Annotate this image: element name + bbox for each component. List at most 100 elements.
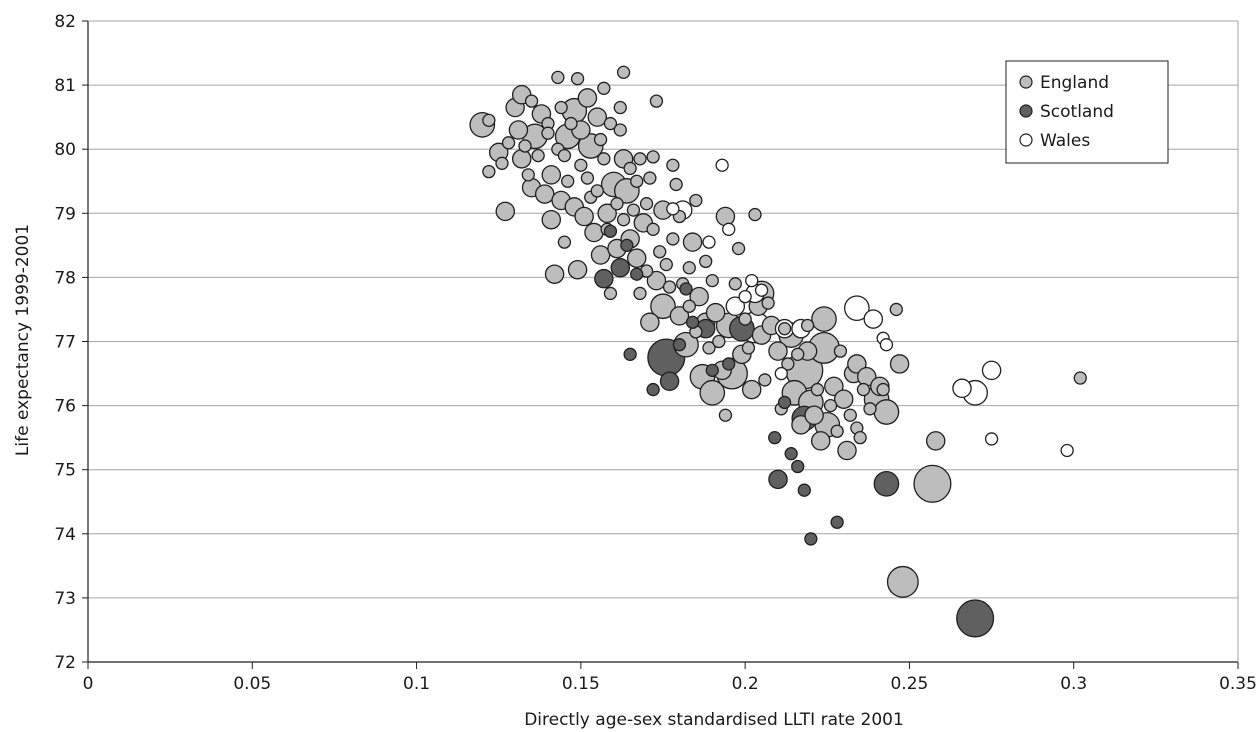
point-england: [626, 203, 641, 217]
point-england: [531, 148, 545, 163]
x-axis-title: Directly age-sex standardised LLTI rate …: [524, 710, 904, 730]
point-england: [666, 158, 680, 172]
point-scotland: [791, 459, 805, 474]
point-scotland: [603, 224, 618, 238]
point-england: [574, 158, 588, 172]
point-england: [699, 254, 713, 269]
x-tick-label: 0.1: [403, 674, 430, 694]
point-england: [705, 273, 719, 288]
point-scotland: [777, 395, 792, 410]
point-scotland: [620, 238, 634, 253]
point-england: [811, 306, 837, 332]
point-england: [564, 116, 578, 131]
point-england: [833, 389, 854, 409]
point-england: [610, 197, 624, 211]
point-england: [748, 207, 762, 222]
point-wales: [745, 273, 759, 288]
point-scotland: [610, 258, 631, 278]
point-england: [518, 139, 532, 153]
point-england: [521, 168, 535, 182]
point-wales: [754, 283, 769, 297]
point-england: [646, 270, 667, 291]
point-england: [577, 88, 598, 108]
point-england: [666, 232, 680, 246]
point-england: [768, 341, 788, 361]
point-england: [731, 241, 746, 256]
point-england: [482, 113, 496, 128]
point-england: [557, 148, 572, 163]
point-england: [741, 379, 762, 400]
point-england: [501, 136, 516, 150]
point-england: [847, 354, 867, 374]
point-england: [1073, 371, 1087, 385]
point-england: [728, 277, 742, 291]
point-england: [626, 248, 647, 268]
point-scotland: [830, 515, 844, 529]
point-england: [633, 152, 647, 166]
point-england: [853, 430, 867, 445]
legend-label-england: England: [1040, 73, 1109, 93]
point-england: [639, 197, 654, 211]
y-tick-label: 78: [54, 268, 76, 288]
point-england: [616, 65, 631, 79]
y-tick-label: 81: [54, 76, 76, 96]
point-england: [597, 81, 611, 95]
point-england: [659, 257, 673, 272]
point-scotland: [722, 357, 736, 371]
x-tick-label: 0.25: [890, 674, 928, 694]
legend-marker-scotland: [1019, 104, 1033, 118]
point-scotland: [768, 469, 788, 490]
point-england: [738, 312, 752, 326]
y-axis-tick-labels: 72 73 74 75 76 77 78 79 80 81 82: [54, 12, 76, 673]
point-wales: [844, 295, 870, 322]
point-scotland: [646, 382, 660, 397]
point-england: [649, 94, 664, 108]
point-england: [524, 94, 539, 108]
point-scotland: [784, 447, 798, 461]
point-england: [823, 398, 838, 413]
point-england: [646, 150, 660, 164]
y-tick-label: 72: [54, 653, 76, 673]
point-england: [689, 193, 703, 208]
point-england: [584, 222, 604, 243]
y-tick-label: 75: [54, 461, 76, 481]
point-england: [682, 261, 696, 275]
point-england: [718, 408, 733, 422]
point-england: [662, 280, 677, 294]
point-wales: [981, 360, 1002, 381]
y-tick-label: 74: [54, 525, 76, 545]
point-england: [541, 126, 555, 140]
point-england: [544, 264, 565, 284]
point-scotland: [623, 347, 637, 361]
legend: England Scotland Wales: [1005, 60, 1169, 164]
point-england: [633, 286, 647, 301]
point-scotland: [679, 282, 693, 296]
y-tick-label: 73: [54, 589, 76, 609]
point-england: [590, 245, 611, 265]
point-wales: [738, 289, 752, 304]
point-scotland: [797, 483, 811, 497]
point-england: [640, 312, 660, 333]
point-england: [508, 120, 529, 140]
x-tick-label: 0.05: [233, 674, 271, 694]
point-england: [590, 184, 604, 198]
point-england: [761, 296, 775, 310]
legend-label-scotland: Scotland: [1040, 102, 1114, 122]
legend-marker-wales: [1019, 133, 1033, 147]
point-england: [682, 232, 703, 252]
y-tick-label: 79: [54, 204, 76, 224]
data-points: [469, 65, 1087, 638]
legend-box: [1005, 60, 1169, 164]
x-tick-label: 0: [83, 674, 94, 694]
point-wales: [715, 158, 729, 172]
point-england: [623, 161, 637, 176]
point-england: [567, 259, 588, 280]
point-wales: [984, 432, 999, 446]
point-england: [833, 344, 848, 358]
point-wales: [1060, 443, 1074, 458]
point-england: [669, 177, 683, 192]
legend-marker-england: [1019, 75, 1033, 89]
x-tick-label: 0.15: [562, 674, 600, 694]
y-axis-title: Life expectancy 1999-2001: [13, 224, 33, 456]
point-england: [551, 70, 565, 85]
